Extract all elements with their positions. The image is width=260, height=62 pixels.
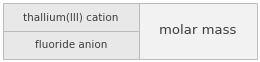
Bar <box>139 3 257 59</box>
Text: thallium(III) cation: thallium(III) cation <box>23 12 119 22</box>
Text: fluoride anion: fluoride anion <box>35 40 107 50</box>
Bar <box>3 31 139 59</box>
Bar <box>3 3 139 31</box>
Text: molar mass: molar mass <box>159 24 237 38</box>
